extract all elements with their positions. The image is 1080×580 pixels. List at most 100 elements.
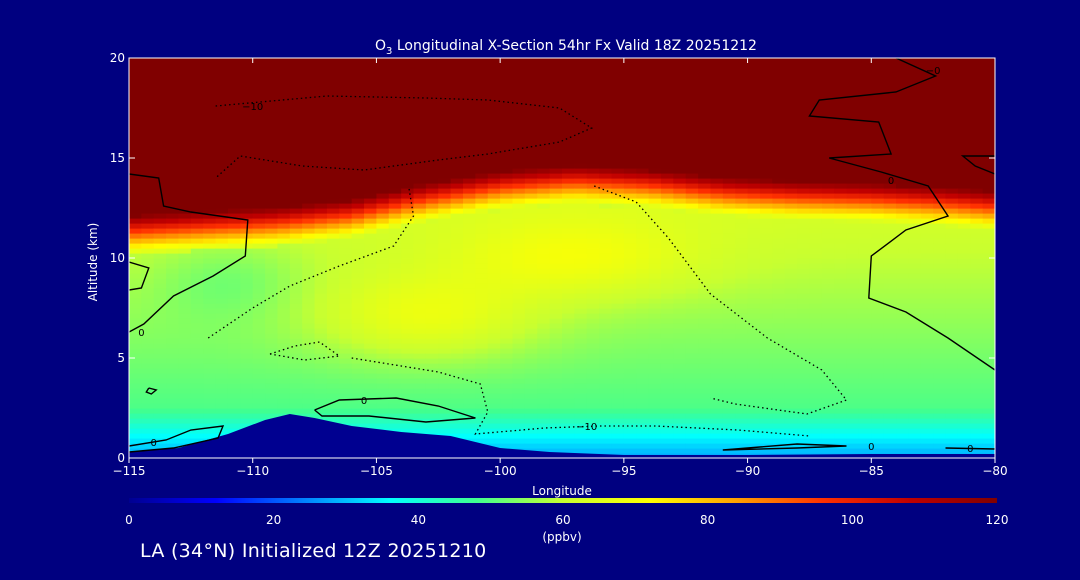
heatmap-cell [834,58,848,64]
heatmap-cell [487,388,501,394]
heatmap-cell [425,318,439,324]
heatmap-cell [759,423,773,429]
heatmap-cell [289,388,303,394]
heatmap-cell [636,423,650,429]
heatmap-cell [673,63,687,69]
heatmap-cell [797,218,811,224]
heatmap-cell [735,203,749,209]
heatmap-cell [784,98,798,104]
heatmap-cell [821,143,835,149]
heatmap-cell [537,293,551,299]
heatmap-cell [809,58,823,64]
heatmap-cell [141,428,155,434]
heatmap-cell [215,98,229,104]
heatmap-cell [611,408,625,414]
heatmap-cell [772,268,786,274]
heatmap-cell [463,183,476,189]
heatmap-cell [227,373,241,379]
heatmap-cell [314,143,328,149]
heatmap-cell [883,248,897,254]
heatmap-cell [314,343,328,349]
heatmap-cell [364,118,378,124]
heatmap-cell [537,58,551,64]
heatmap-cell [129,433,142,439]
heatmap-cell [809,368,823,374]
heatmap-cell [141,383,155,389]
heatmap-cell [660,253,674,259]
heatmap-cell [339,248,353,254]
heatmap-cell [574,408,588,414]
heatmap-cell [376,263,390,269]
heatmap-cell [809,98,823,104]
heatmap-cell [784,63,798,69]
heatmap-cell [834,393,848,399]
heatmap-cell [623,88,637,94]
heatmap-cell [227,353,241,359]
heatmap-cell [450,368,464,374]
heatmap-cell [252,113,266,119]
heatmap-cell [537,123,551,129]
heatmap-cell [599,363,613,369]
heatmap-cell [190,243,204,249]
heatmap-cell [611,263,625,269]
heatmap-cell [166,303,180,309]
heatmap-cell [326,83,340,89]
heatmap-cell [240,98,254,104]
heatmap-cell [623,398,637,404]
heatmap-cell [599,448,613,454]
heatmap-cell [834,413,848,419]
heatmap-cell [388,238,402,244]
heatmap-cell [487,313,501,319]
heatmap-cell [735,148,749,154]
heatmap-cell [227,68,241,74]
heatmap-cell [759,433,773,439]
heatmap-cell [438,398,452,404]
heatmap-cell [388,268,402,274]
heatmap-cell [735,213,749,219]
heatmap-cell [549,448,563,454]
heatmap-cell [562,388,575,394]
heatmap-cell [215,353,229,359]
heatmap-cell [463,258,476,264]
heatmap-cell [487,308,501,314]
heatmap-cell [735,423,749,429]
heatmap-cell [302,108,316,114]
heatmap-cell [673,348,687,354]
heatmap-cell [129,313,142,319]
heatmap-cell [512,143,526,149]
heatmap-cell [623,253,637,259]
heatmap-cell [747,408,761,414]
heatmap-cell [883,118,897,124]
heatmap-cell [673,283,687,289]
heatmap-cell [277,283,291,289]
heatmap-cell [215,168,229,174]
heatmap-cell [809,83,823,89]
heatmap-cell [215,158,229,164]
heatmap-cell [846,353,860,359]
heatmap-cell [599,358,613,364]
heatmap-cell [722,248,736,254]
heatmap-cell [450,148,464,154]
heatmap-cell [537,83,551,89]
heatmap-cell [673,93,687,99]
heatmap-cell [364,283,378,289]
heatmap-cell [339,393,353,399]
heatmap-cell [289,118,303,124]
heatmap-cell [475,163,489,169]
heatmap-cell [512,428,526,434]
heatmap-cell [722,58,736,64]
heatmap-cell [858,358,872,364]
heatmap-cell [227,223,241,229]
heatmap-cell [240,168,254,174]
heatmap-cell [537,183,551,189]
heatmap-cell [623,143,637,149]
heatmap-cell [277,403,291,409]
heatmap-cell [153,228,167,234]
heatmap-cell [722,403,736,409]
heatmap-cell [883,143,897,149]
heatmap-cell [450,138,464,144]
heatmap-cell [896,443,909,449]
heatmap-cell [129,83,142,89]
heatmap-cell [141,153,155,159]
heatmap-cell [376,198,390,204]
